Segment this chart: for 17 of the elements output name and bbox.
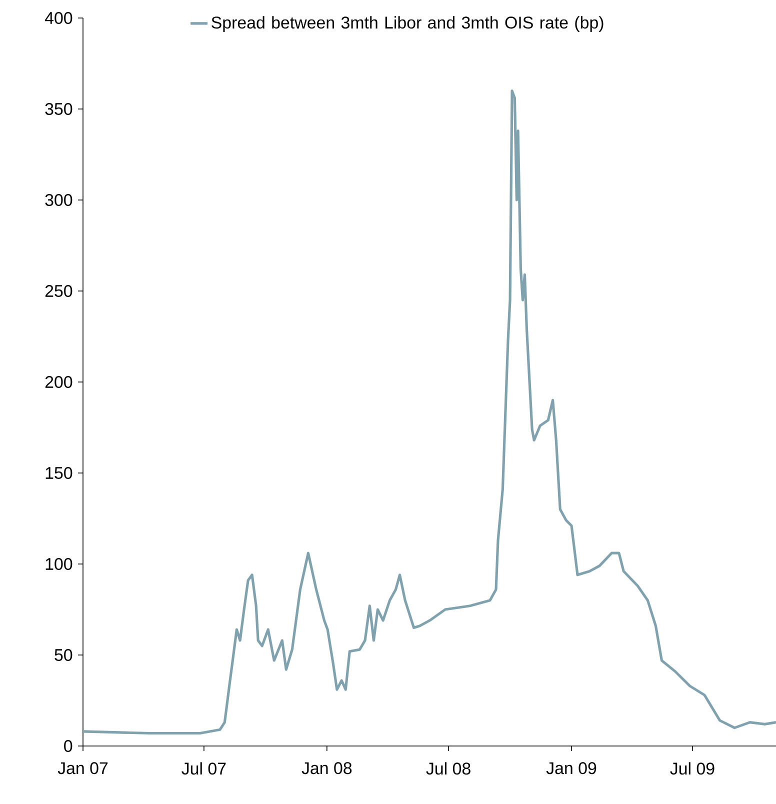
y-tick-label: 300 xyxy=(45,194,72,206)
x-tick-label: Jul 08 xyxy=(426,762,470,775)
x-tick-label: Jan 09 xyxy=(546,762,596,774)
y-tick-label: 100 xyxy=(46,558,72,570)
y-tick-label: 0 xyxy=(64,740,72,752)
legend-label: Spread between 3mth Libor and 3mth OIS rate (bp) xyxy=(212,16,604,32)
y-tick-label: 400 xyxy=(44,12,72,24)
y-tick-label: 200 xyxy=(45,376,72,388)
y-tick-label: 150 xyxy=(46,467,72,479)
y-tick-label: 350 xyxy=(45,102,72,115)
x-tick-label: Jul 07 xyxy=(182,762,226,775)
y-tick-label: 250 xyxy=(45,285,72,297)
x-tick-label: Jan 08 xyxy=(302,762,352,774)
x-tick-label: Jan 07 xyxy=(58,762,108,774)
y-tick-label: 50 xyxy=(54,649,72,661)
x-tick-label: Jul 09 xyxy=(670,762,714,775)
line-series xyxy=(83,90,776,735)
